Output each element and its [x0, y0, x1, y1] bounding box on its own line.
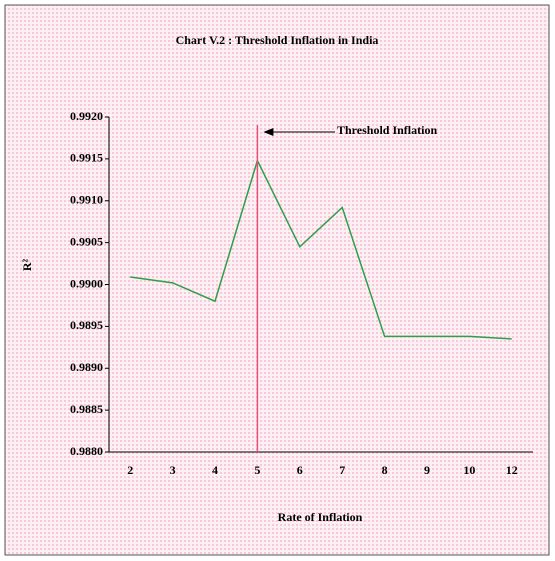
x-tick-label: 6: [297, 463, 303, 477]
x-axis-label: Rate of Inflation: [278, 510, 363, 524]
x-tick-label: 8: [382, 463, 388, 477]
data-line: [130, 158, 512, 340]
x-tick-label: 5: [254, 463, 260, 477]
y-tick-label: 0.9890: [70, 360, 103, 374]
x-tick-label: 4: [212, 463, 218, 477]
y-tick-label: 0.9910: [70, 193, 103, 207]
x-tick-label: 3: [170, 463, 176, 477]
y-tick-label: 0.9895: [70, 318, 103, 332]
x-tick-label: 9: [424, 463, 430, 477]
y-tick-label: 0.9905: [70, 234, 103, 248]
y-tick-label: 0.9915: [70, 151, 103, 165]
chart-title: Chart V.2 : Threshold Inflation in India: [176, 33, 379, 47]
chart-background: [4, 4, 550, 556]
y-tick-label: 0.9900: [70, 276, 103, 290]
y-axis-label: R²: [20, 258, 34, 271]
x-tick-label: 7: [339, 463, 345, 477]
y-tick-label: 0.9920: [70, 109, 103, 123]
y-tick-label: 0.9885: [70, 402, 103, 416]
annotation-arrowhead: [263, 128, 274, 136]
annotation: Threshold Inflation: [337, 123, 437, 137]
x-tick-label: 10: [463, 463, 475, 477]
y-tick-label: 0.9880: [70, 444, 103, 458]
x-tick-label: 2: [127, 463, 133, 477]
x-tick-label: 12: [506, 463, 518, 477]
